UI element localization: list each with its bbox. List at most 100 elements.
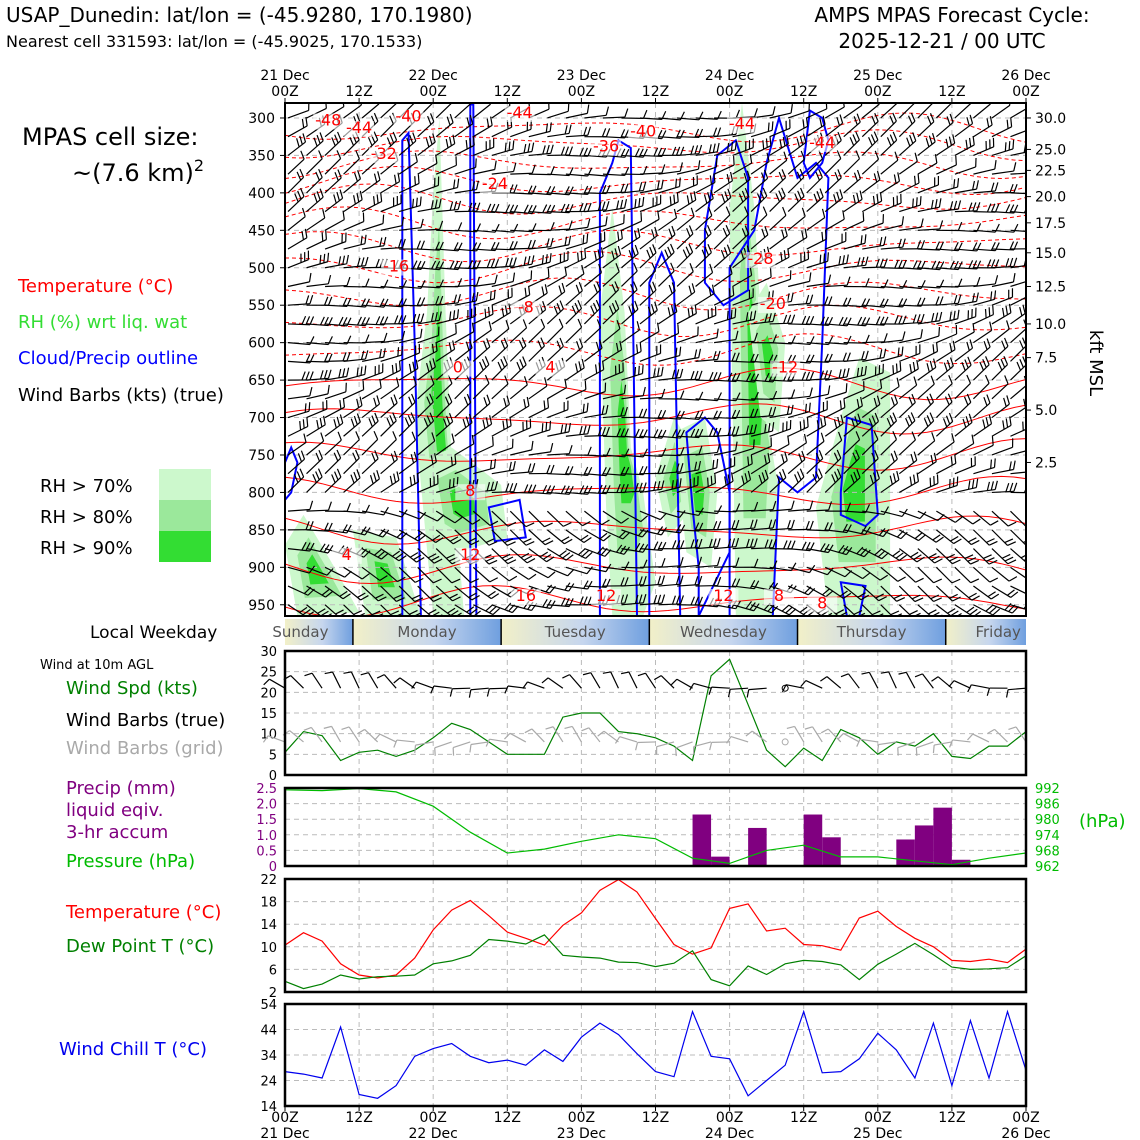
- upper-wind-barb-502: [621, 408, 648, 419]
- barb-feather: [432, 534, 441, 541]
- barb-feather: [513, 162, 517, 172]
- barb-shaft: [491, 328, 510, 344]
- barb-shaft: [470, 741, 489, 746]
- upper-wind-barb-295: [472, 585, 500, 600]
- barb-feather: [916, 556, 925, 563]
- barb-shaft: [695, 510, 718, 515]
- barb-feather: [752, 439, 755, 449]
- barb-feather: [842, 210, 845, 220]
- barb-feather: [411, 681, 417, 689]
- barb-shaft: [584, 173, 607, 177]
- upper-wind-barb-391: [546, 337, 564, 362]
- upper-wind-barb-796: [825, 352, 851, 362]
- barb-feather: [838, 369, 842, 379]
- weekday-name: Tuesday: [544, 623, 606, 641]
- barb-shaft: [639, 566, 662, 568]
- barb-feather: [544, 284, 548, 294]
- legend-wind-true: Wind Barbs (true): [66, 710, 225, 731]
- barb-feather: [620, 517, 629, 524]
- barb-feather: [896, 597, 906, 602]
- barb-feather: [889, 134, 895, 144]
- barb-feather: [816, 420, 820, 430]
- top-hour-label: 00Z: [419, 84, 446, 100]
- barb-shaft: [645, 672, 656, 689]
- barb-feather: [972, 180, 976, 190]
- barb-feather: [961, 362, 966, 371]
- barb-shaft: [343, 604, 357, 616]
- barb-feather: [1025, 525, 1026, 527]
- upper-wind-barb-304: [491, 241, 518, 251]
- barb-feather: [583, 596, 588, 606]
- panel-tick-label: 2.5: [256, 782, 277, 797]
- upper-wind-barb-747: [787, 433, 808, 456]
- upper-wind-barb-579: [676, 326, 699, 344]
- upper-wind-barb-1007: [973, 259, 1000, 269]
- pressure-tick-label: 850: [248, 523, 275, 539]
- upper-wind-barb-390: [546, 318, 564, 344]
- barb-feather: [929, 412, 935, 422]
- upper-wind-barb-445: [584, 339, 603, 362]
- surface-wind-barb-3: [324, 671, 342, 689]
- upper-wind-barb-876: [880, 331, 906, 344]
- bottom-hour-label: 12Z: [938, 1110, 965, 1126]
- barb-feather: [485, 738, 491, 747]
- temp-label-bg: [764, 589, 794, 606]
- barb-feather: [356, 469, 361, 479]
- barb-feather: [907, 115, 913, 125]
- barb-feather: [378, 596, 387, 602]
- barb-feather: [614, 300, 620, 309]
- barb-feather: [485, 538, 495, 544]
- barb-shaft: [621, 454, 644, 458]
- barb-feather: [913, 474, 916, 484]
- upper-wind-barb-932: [917, 358, 937, 381]
- barb-feather: [966, 341, 970, 351]
- barb-feather: [448, 342, 452, 352]
- barb-feather: [909, 610, 918, 615]
- barb-feather: [319, 254, 322, 264]
- upper-wind-barb-372: [528, 510, 553, 528]
- barb-feather: [448, 479, 451, 489]
- upper-wind-barb-607: [695, 350, 721, 362]
- upper-wind-barb-5: [287, 187, 305, 213]
- upper-wind-barb-687: [751, 334, 778, 344]
- barb-shaft: [472, 445, 494, 456]
- barb-feather: [547, 571, 556, 579]
- upper-wind-barb-1023: [973, 566, 999, 583]
- barb-shaft: [472, 566, 491, 583]
- upper-wind-barb-694: [750, 453, 771, 475]
- upper-wind-barb-17: [287, 417, 309, 437]
- upper-wind-barb-655: [732, 225, 750, 250]
- upper-wind-barb-125: [361, 412, 379, 437]
- barb-feather: [638, 182, 643, 192]
- upper-wind-barb-389: [546, 300, 564, 325]
- barb-feather: [426, 396, 431, 406]
- rh-shade-2-2: [431, 302, 447, 452]
- upper-wind-barb-1035: [991, 273, 1016, 288]
- barb-feather: [395, 552, 404, 560]
- weekday-segment-4: [797, 619, 946, 645]
- barb-feather: [953, 310, 956, 320]
- barb-feather: [938, 327, 941, 337]
- upper-wind-barb-443: [583, 299, 601, 325]
- barb-feather: [709, 263, 714, 273]
- barb-feather: [640, 212, 643, 222]
- upper-wind-barb-472: [602, 340, 623, 362]
- barb-feather: [382, 529, 390, 538]
- barb-feather: [1006, 320, 1010, 330]
- barb-feather: [462, 418, 467, 428]
- upper-wind-barb-447: [584, 382, 607, 400]
- barb-shaft: [824, 218, 845, 231]
- upper-wind-barb-638: [714, 426, 740, 437]
- barb-feather: [623, 546, 630, 555]
- barb-feather: [397, 172, 401, 182]
- barb-feather: [1029, 575, 1036, 580]
- barb-feather: [747, 470, 752, 480]
- upper-wind-barb-218: [435, 134, 456, 156]
- upper-wind-barb-957: [936, 324, 958, 344]
- barb-feather: [456, 309, 460, 319]
- barb-feather: [319, 543, 326, 552]
- barb-feather: [682, 249, 688, 259]
- barb-feather: [509, 257, 513, 267]
- barb-shaft: [510, 449, 532, 456]
- barb-feather: [824, 370, 828, 380]
